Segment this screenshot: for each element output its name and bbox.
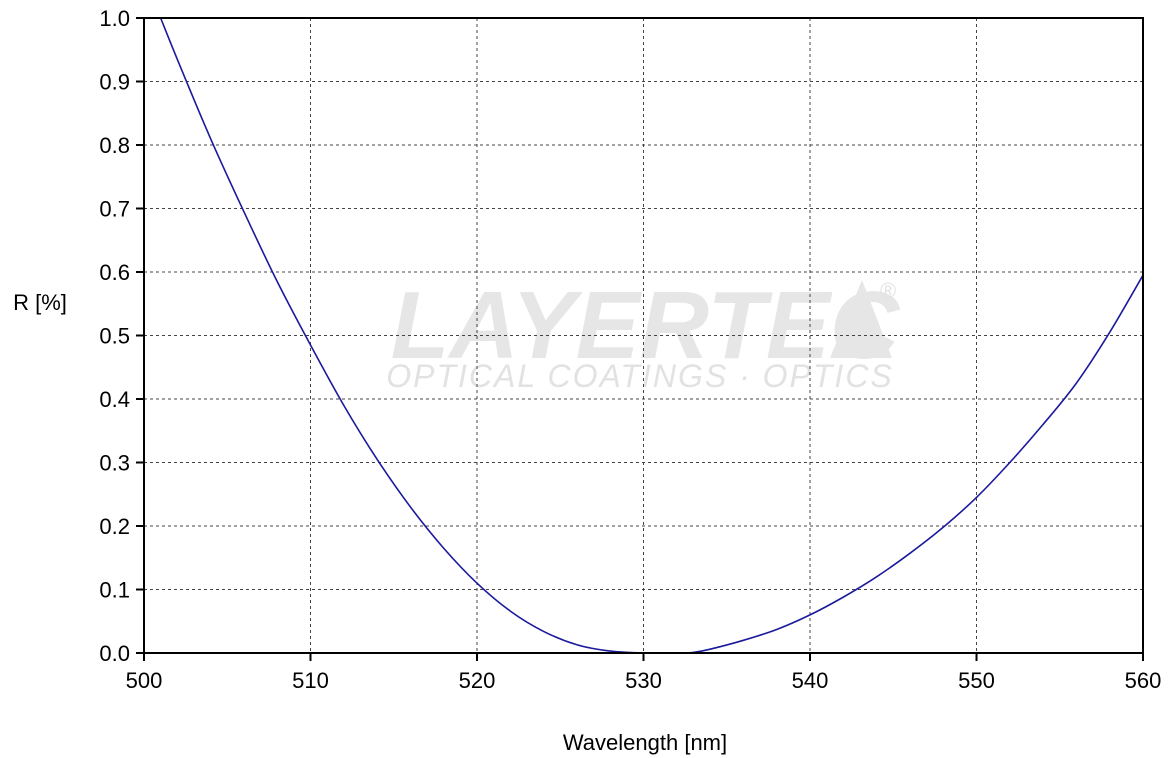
y-tick-label: 0.8 bbox=[99, 133, 130, 158]
x-tick-label: 530 bbox=[625, 668, 662, 693]
watermark-triangle-icon bbox=[830, 280, 892, 358]
layertec-watermark: LAYERTEC ® OPTICAL COATINGS · OPTICS bbox=[386, 272, 901, 394]
x-tick-label: 550 bbox=[958, 668, 995, 693]
x-tick-label: 540 bbox=[792, 668, 829, 693]
y-tick-label: 0.3 bbox=[99, 451, 130, 476]
y-axis-ticks: 0.0 0.1 0.2 0.3 0.4 0.5 0.6 0.7 0.8 0.9 1.0 bbox=[99, 6, 144, 666]
x-axis-label: Wavelength [nm] bbox=[563, 730, 727, 755]
x-axis-ticks: 500 510 520 530 540 550 560 bbox=[126, 653, 1162, 693]
plot-frame bbox=[143, 17, 1144, 654]
grid-lines bbox=[144, 18, 1143, 653]
y-tick-label: 0.0 bbox=[99, 641, 130, 666]
watermark-tagline: OPTICAL COATINGS · OPTICS bbox=[386, 358, 894, 394]
x-tick-label: 510 bbox=[292, 668, 329, 693]
watermark-brand: LAYERTEC bbox=[391, 272, 901, 379]
y-tick-label: 0.5 bbox=[99, 324, 130, 349]
y-tick-label: 0.2 bbox=[99, 514, 130, 539]
y-tick-label: 0.4 bbox=[99, 387, 130, 412]
y-tick-label: 1.0 bbox=[99, 6, 130, 31]
y-tick-label: 0.7 bbox=[99, 197, 130, 222]
y-tick-label: 0.6 bbox=[99, 260, 130, 285]
x-tick-label: 500 bbox=[126, 668, 163, 693]
y-tick-label: 0.9 bbox=[99, 70, 130, 95]
watermark-registered-mark: ® bbox=[880, 278, 896, 303]
x-tick-label: 520 bbox=[459, 668, 496, 693]
y-axis-label: R [%] bbox=[13, 290, 67, 315]
x-tick-label: 560 bbox=[1125, 668, 1162, 693]
y-tick-label: 0.1 bbox=[99, 578, 130, 603]
